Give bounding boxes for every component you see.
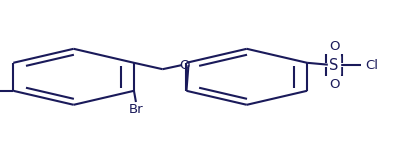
Text: S: S (330, 58, 339, 73)
Text: O: O (329, 40, 339, 53)
Text: O: O (179, 59, 190, 72)
Text: Br: Br (129, 103, 143, 116)
Text: O: O (329, 78, 339, 91)
Text: Cl: Cl (365, 59, 378, 72)
